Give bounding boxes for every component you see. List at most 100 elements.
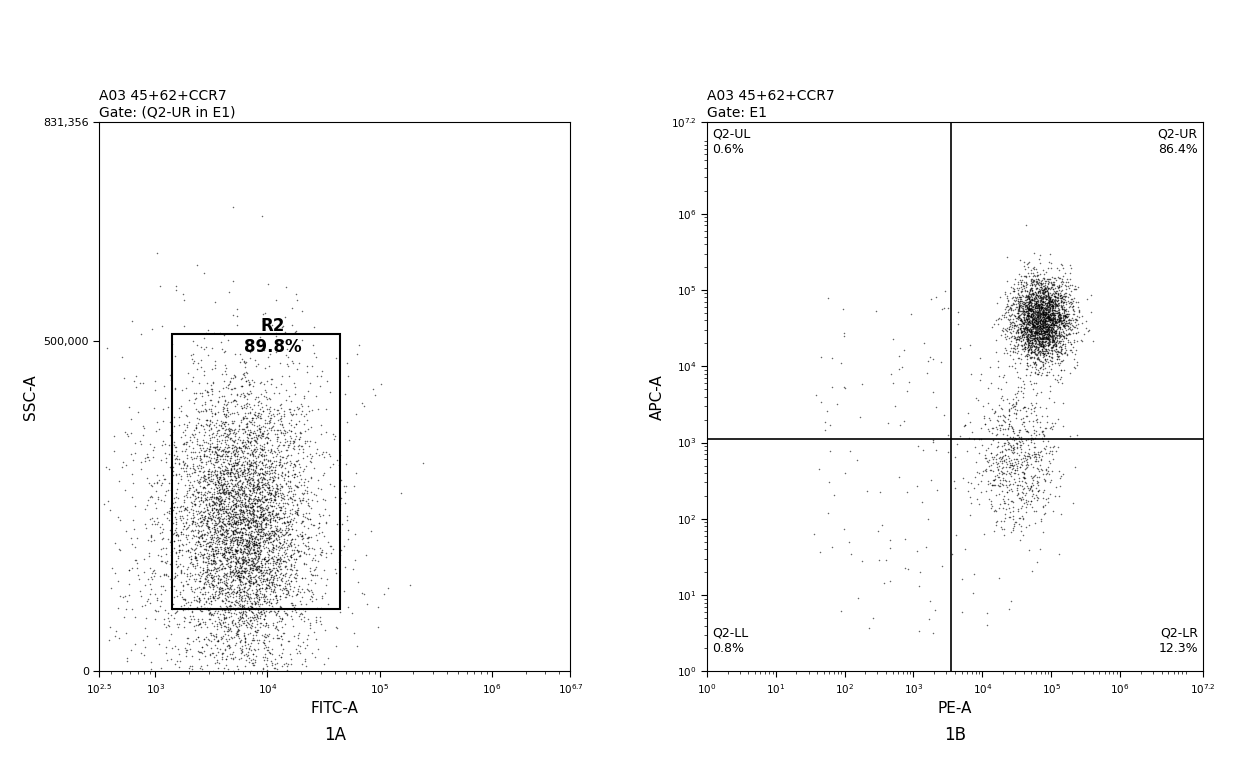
Point (192, 439, 212, 451)
Point (259, 576, 279, 588)
Point (291, 530, 311, 542)
Point (188, 405, 208, 417)
Point (1049, 336, 1069, 349)
Point (335, 486, 355, 498)
Point (1009, 254, 1029, 266)
Point (212, 604, 232, 616)
Point (300, 622, 320, 634)
Point (260, 605, 280, 617)
Point (1035, 285, 1055, 298)
Point (253, 523, 273, 536)
Point (172, 512, 192, 524)
Point (150, 280, 170, 292)
Point (1030, 386, 1050, 398)
Point (1027, 311, 1047, 324)
Point (248, 528, 268, 540)
Point (200, 403, 219, 415)
Point (233, 511, 253, 523)
Point (1037, 333, 1056, 345)
Point (1055, 309, 1075, 321)
Point (1030, 277, 1050, 289)
Point (252, 493, 272, 505)
Point (1028, 326, 1048, 338)
Point (298, 436, 317, 448)
Point (1043, 328, 1063, 340)
Point (207, 468, 227, 480)
Point (1042, 296, 1061, 308)
Point (1056, 319, 1076, 331)
Point (1013, 306, 1033, 318)
Point (223, 525, 243, 537)
Point (265, 606, 285, 618)
Point (257, 641, 277, 653)
Point (190, 662, 210, 674)
Point (237, 459, 257, 471)
Point (215, 611, 234, 623)
Point (1038, 435, 1058, 447)
Point (171, 600, 191, 612)
Point (1028, 302, 1048, 314)
Point (248, 487, 268, 499)
Point (1023, 329, 1043, 341)
Point (239, 548, 259, 560)
Point (197, 491, 217, 504)
Point (998, 314, 1018, 326)
Point (1017, 410, 1037, 422)
Point (246, 549, 265, 561)
Point (181, 546, 201, 558)
Point (1022, 343, 1042, 356)
Point (208, 501, 228, 513)
Point (1007, 324, 1027, 336)
Point (242, 412, 262, 424)
Point (155, 555, 175, 568)
Point (219, 578, 239, 591)
Point (1038, 326, 1058, 338)
Point (165, 453, 185, 465)
Point (171, 470, 191, 482)
Point (190, 572, 210, 584)
Point (1035, 317, 1055, 329)
Point (288, 294, 308, 306)
Point (1045, 319, 1065, 331)
Point (1042, 363, 1061, 375)
Point (217, 507, 237, 519)
Point (187, 259, 207, 271)
Point (246, 467, 265, 479)
Point (1024, 353, 1044, 365)
Point (196, 404, 216, 416)
Point (254, 583, 274, 595)
Point (109, 543, 129, 555)
Point (145, 375, 165, 388)
Point (1011, 270, 1030, 282)
Point (182, 446, 202, 458)
Point (1016, 262, 1035, 275)
Point (996, 443, 1016, 456)
Point (105, 630, 125, 642)
Point (304, 543, 324, 555)
Point (241, 591, 260, 604)
Point (277, 515, 296, 527)
Point (228, 556, 248, 568)
Point (248, 514, 268, 526)
Point (274, 533, 294, 545)
Point (239, 507, 259, 520)
Point (253, 536, 273, 549)
Point (201, 455, 221, 467)
Point (1034, 283, 1054, 295)
Point (227, 544, 247, 556)
Point (1052, 292, 1071, 304)
Point (304, 564, 324, 576)
Point (1022, 307, 1042, 319)
Point (1047, 299, 1066, 311)
Point (1034, 347, 1054, 359)
Point (992, 452, 1012, 464)
Point (247, 469, 267, 481)
Point (1021, 351, 1040, 363)
Point (280, 430, 300, 443)
Point (1064, 336, 1084, 348)
Point (159, 620, 179, 633)
Point (1032, 335, 1052, 347)
Point (1050, 346, 1070, 358)
Point (1060, 272, 1080, 285)
Point (1055, 332, 1075, 344)
